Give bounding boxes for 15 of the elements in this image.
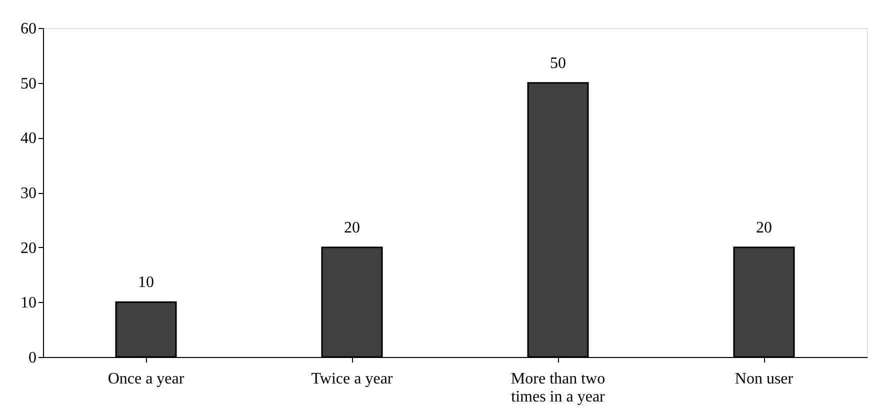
- x-tick-label: Twice a year: [311, 370, 394, 388]
- y-tick-label: 40: [20, 130, 36, 148]
- y-tick-label: 0: [28, 350, 36, 366]
- y-tick-label: 10: [20, 294, 36, 312]
- data-label: 10: [138, 274, 154, 292]
- x-tick-label: Non user: [734, 370, 794, 388]
- y-tick-label: 20: [20, 240, 36, 257]
- x-tick-label: Once a year: [108, 370, 185, 388]
- data-label: 20: [756, 219, 772, 236]
- y-tick-label: 60: [20, 20, 36, 38]
- x-tick-label: More than two times in a year: [510, 370, 606, 406]
- data-label: 50: [550, 54, 566, 72]
- y-tick-label: 50: [20, 75, 36, 92]
- data-label: 20: [344, 219, 360, 236]
- y-tick-label: 30: [20, 185, 36, 202]
